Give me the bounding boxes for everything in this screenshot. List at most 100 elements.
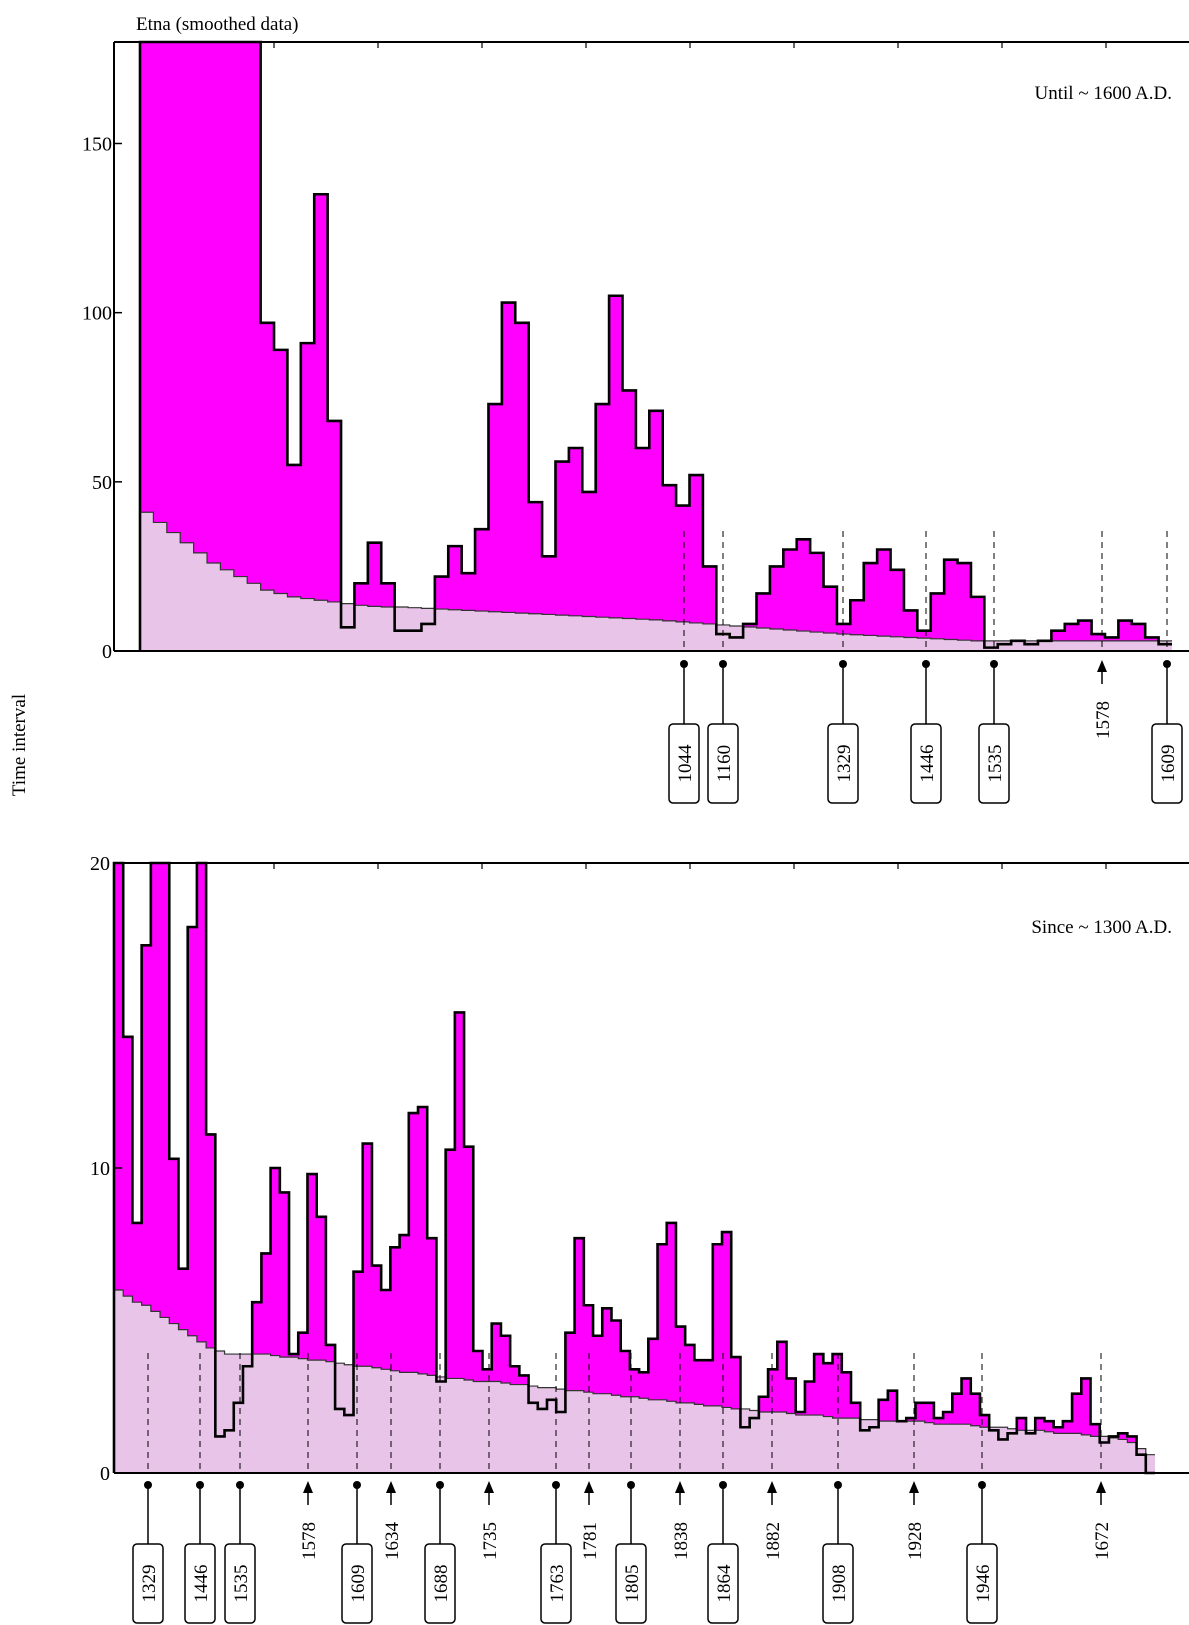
excess-bar <box>491 1323 502 1382</box>
y-tick-label: 20 <box>90 853 110 875</box>
excess-bar <box>187 927 198 1336</box>
excess-bar <box>510 1366 520 1385</box>
event-label-box <box>668 723 700 804</box>
excess-bar <box>261 1253 272 1355</box>
excess-bar <box>712 1244 723 1406</box>
excess-bar <box>1062 1421 1073 1434</box>
event-arrow-head <box>1097 660 1107 672</box>
excess-bar <box>890 569 905 637</box>
excess-bar <box>180 42 195 543</box>
excess-bar <box>1051 630 1066 641</box>
excess-bar <box>260 322 275 591</box>
excess-bar <box>555 461 570 616</box>
excess-bar <box>648 1338 659 1400</box>
excess-bar <box>166 42 181 533</box>
excess-bar <box>252 1302 262 1355</box>
excess-bar <box>944 559 959 640</box>
event-year-label: 1672 <box>1092 1522 1113 1560</box>
excess-bar <box>930 593 945 639</box>
panel1-annotation: Until ~ 1600 A.D. <box>1035 83 1172 104</box>
excess-bar <box>758 1396 769 1412</box>
event-arrow-head <box>909 1481 919 1493</box>
event-year-label: 1928 <box>905 1522 926 1560</box>
excess-bar <box>823 1363 834 1417</box>
excess-bar <box>620 1351 631 1397</box>
excess-bar <box>565 1332 576 1391</box>
excess-bar <box>247 42 262 584</box>
excess-bar <box>1145 637 1160 641</box>
excess-bar <box>473 1351 484 1382</box>
excess-bar <box>662 485 677 621</box>
excess-bar <box>270 1168 281 1356</box>
event-label-box <box>978 723 1010 804</box>
excess-bar <box>114 863 124 1290</box>
excess-bar <box>464 1146 474 1380</box>
excess-bar <box>353 1271 364 1367</box>
excess-bar <box>877 549 892 637</box>
excess-bar <box>427 1238 438 1376</box>
excess-bar <box>408 1113 419 1373</box>
excess-bar <box>1072 1393 1082 1434</box>
event-year-label: 1578 <box>1093 701 1114 739</box>
observed-step-line <box>138 40 1172 651</box>
excess-bar <box>220 42 235 570</box>
excess-bar <box>622 390 637 619</box>
event-label-box <box>966 1543 998 1624</box>
excess-bar <box>611 1320 622 1396</box>
event-year-label: 1535 <box>231 1565 252 1603</box>
excess-bar <box>917 630 932 639</box>
event-year-label: 1609 <box>348 1565 369 1603</box>
excess-bar <box>454 1012 465 1379</box>
excess-bar <box>666 1222 677 1402</box>
excess-bar <box>583 1305 594 1393</box>
excess-bar <box>1127 1436 1138 1443</box>
excess-bar <box>574 1238 585 1391</box>
event-label-box <box>910 723 942 804</box>
excess-bar <box>153 42 168 523</box>
excess-bar <box>970 1393 981 1426</box>
excess-bar <box>140 42 155 513</box>
excess-bar <box>924 1402 935 1423</box>
excess-bar <box>448 546 463 610</box>
excess-bar <box>279 1192 290 1358</box>
excess-bar <box>482 1369 493 1382</box>
excess-bar <box>850 1402 861 1419</box>
reference-curve <box>140 511 1172 642</box>
excess-bar <box>289 1354 299 1358</box>
excess-bar <box>850 600 865 635</box>
excess-bar <box>1118 620 1133 641</box>
excess-bar <box>979 1415 990 1428</box>
excess-bar <box>657 1244 668 1400</box>
excess-bar <box>434 576 449 610</box>
excess-bar <box>887 1390 898 1422</box>
excess-bar <box>957 563 972 641</box>
event-year-label: 1882 <box>763 1522 784 1560</box>
excess-bar <box>676 505 691 622</box>
event-arrow-head <box>386 1481 396 1493</box>
excess-bar <box>685 1344 695 1403</box>
event-year-label: 1946 <box>973 1565 994 1603</box>
excess-bar <box>123 1036 134 1297</box>
excess-bar <box>519 1375 530 1385</box>
y-tick-label: 50 <box>92 472 112 494</box>
event-year-label: 1763 <box>547 1565 568 1603</box>
excess-bar <box>298 1332 309 1359</box>
excess-bar <box>1078 620 1093 641</box>
excess-bar <box>756 593 771 628</box>
event-label-box <box>341 1543 373 1624</box>
excess-bar <box>150 863 161 1312</box>
excess-bar <box>863 563 878 636</box>
excess-bar <box>796 539 811 632</box>
excess-bar <box>515 322 530 614</box>
excess-bar <box>689 475 704 623</box>
panel2-annotation: Since ~ 1300 A.D. <box>1031 917 1172 938</box>
excess-bar <box>768 1369 778 1412</box>
excess-bar <box>314 194 329 601</box>
excess-bar <box>961 1378 972 1425</box>
y-tick-label: 150 <box>82 134 112 156</box>
excess-bar <box>418 1107 428 1374</box>
excess-bar <box>743 623 758 627</box>
excess-bar <box>233 42 248 577</box>
excess-bar <box>475 529 490 612</box>
